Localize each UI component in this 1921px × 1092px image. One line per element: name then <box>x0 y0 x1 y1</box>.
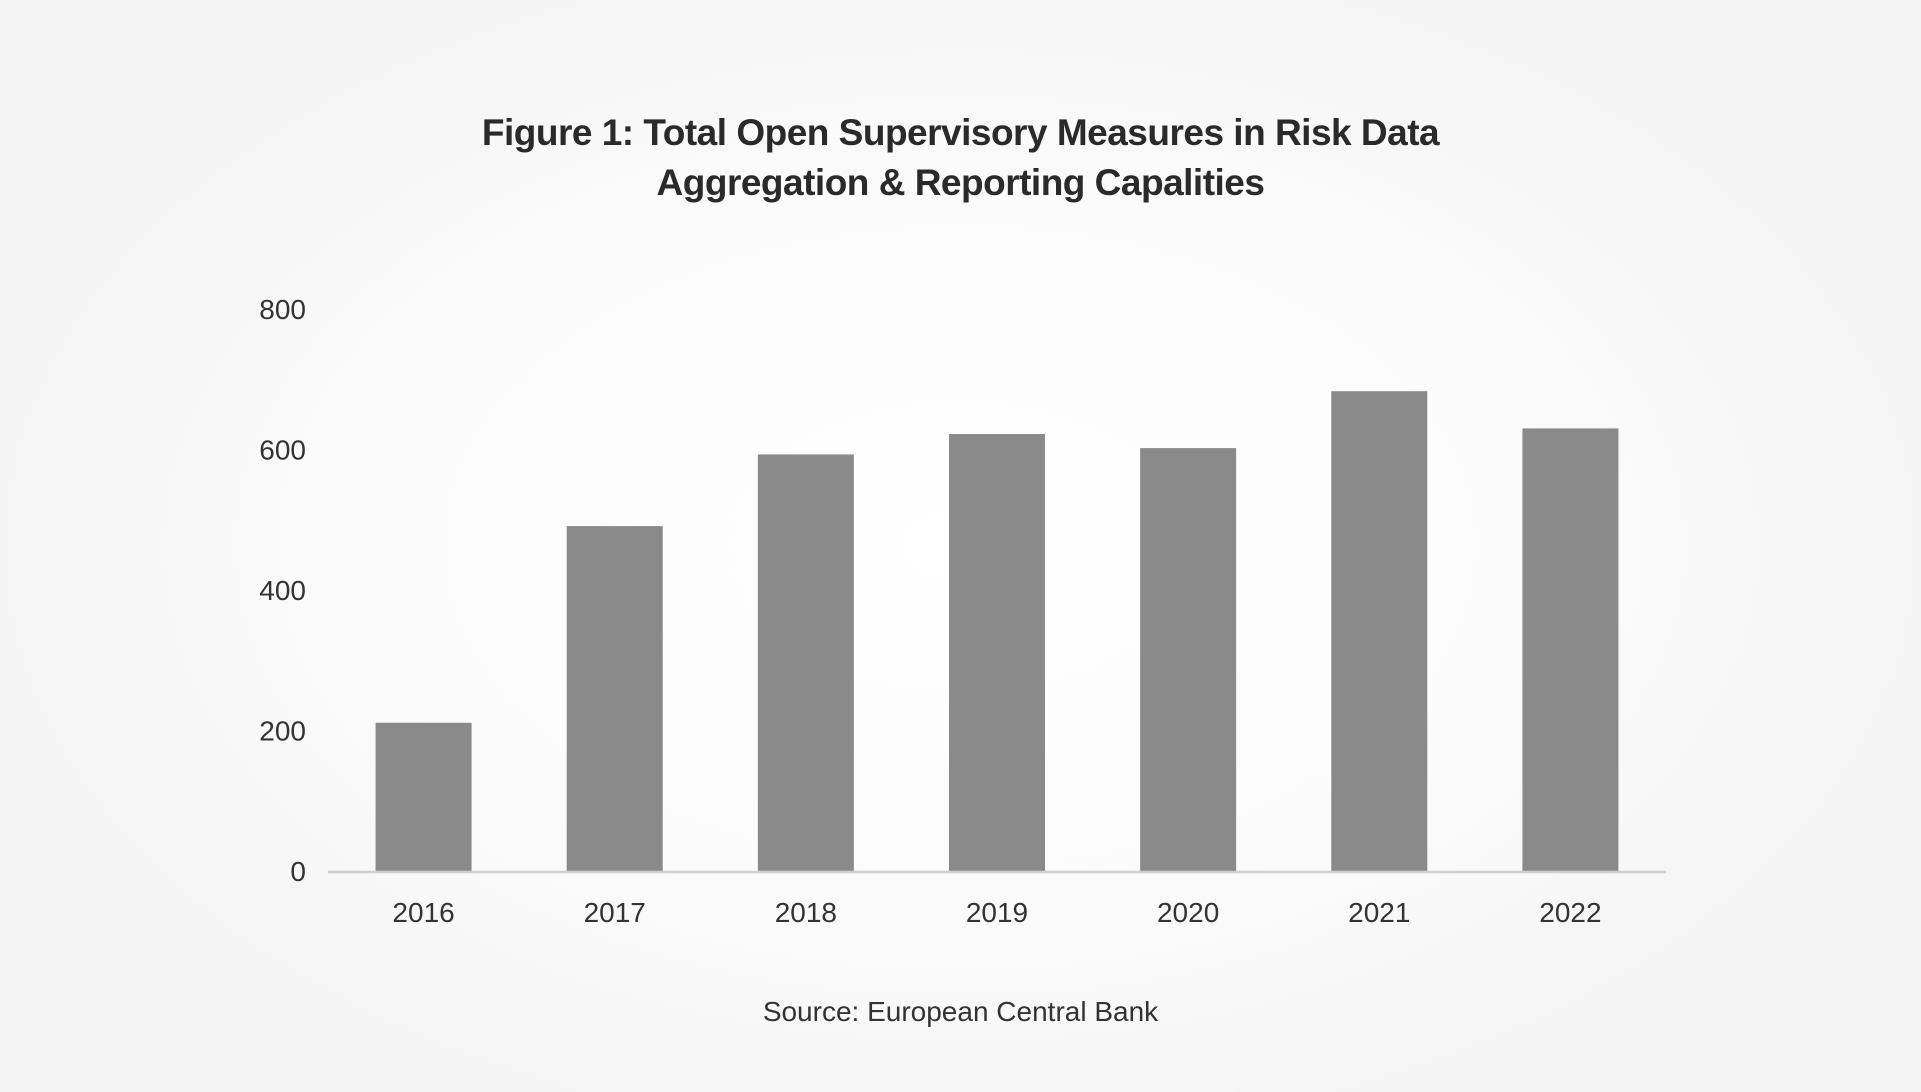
x-tick-label: 2022 <box>1539 897 1601 928</box>
chart-title-line-1: Figure 1: Total Open Supervisory Measure… <box>481 112 1440 153</box>
bar-2019 <box>949 434 1045 871</box>
x-tick-label: 2019 <box>966 897 1028 928</box>
x-tick-label: 2021 <box>1348 897 1410 928</box>
y-tick-label: 600 <box>259 435 306 466</box>
chart-title: Figure 1: Total Open Supervisory Measure… <box>0 108 1921 208</box>
x-tick-label: 2016 <box>392 897 454 928</box>
y-tick-label: 800 <box>259 294 306 325</box>
bar-2022 <box>1522 428 1619 871</box>
y-tick-label: 200 <box>259 716 306 747</box>
bar-2020 <box>1140 448 1237 871</box>
bar-2021 <box>1331 391 1428 871</box>
y-tick-label: 400 <box>259 575 306 606</box>
x-tick-label: 2020 <box>1157 897 1219 928</box>
bar-2017 <box>566 526 663 871</box>
x-tick-label: 2017 <box>584 897 646 928</box>
y-tick-label: 0 <box>290 856 306 887</box>
chart-title-line-2: Aggregation & Reporting Capalities <box>656 162 1265 203</box>
x-tick-label: 2018 <box>775 897 837 928</box>
bar-2018 <box>757 454 854 871</box>
source-note: Source: European Central Bank <box>762 996 1159 1027</box>
bar-2016 <box>375 722 472 871</box>
